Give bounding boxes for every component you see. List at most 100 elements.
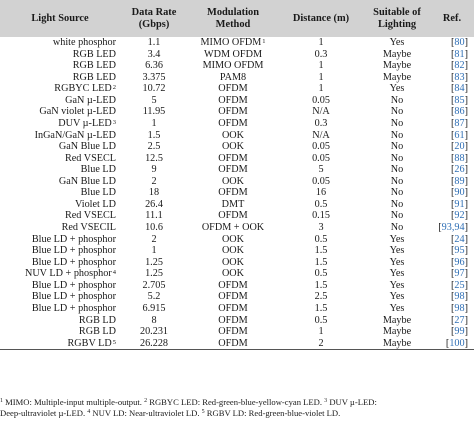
light-source-cell: Blue LD + phosphor — [0, 245, 120, 257]
modulation-cell: OFDM — [188, 164, 278, 176]
footnote-marker: 2 — [112, 84, 116, 92]
reference-link[interactable]: 94 — [454, 222, 465, 233]
distance-cell: 0.5 — [314, 233, 328, 245]
bracket-open: [ — [451, 48, 455, 60]
bracket-close: ] — [464, 210, 468, 222]
reference-link[interactable]: 26 — [454, 164, 465, 176]
reference-link[interactable]: 81 — [454, 48, 465, 60]
light-source-cell: Red VSECL — [0, 153, 120, 165]
light-source-cell: GaN violet µ-LED — [0, 106, 120, 118]
data-rate-cell: 20.231 — [139, 326, 168, 338]
reference-link[interactable]: 86 — [454, 106, 465, 118]
reference-link[interactable]: 82 — [454, 60, 465, 72]
lighting-cell: No — [390, 129, 404, 141]
distance-cell: 0.05 — [312, 94, 330, 106]
reference-link[interactable]: 61 — [454, 129, 465, 141]
reference-link[interactable]: 98 — [454, 302, 465, 314]
bracket-close: ] — [464, 337, 468, 349]
reference-link[interactable]: 91 — [454, 198, 465, 210]
modulation-cell: WDM OFDM — [188, 49, 278, 61]
distance-cell: 1 — [318, 71, 324, 83]
reference-link[interactable]: 80 — [454, 37, 465, 48]
light-source-text: RGB LD — [78, 314, 116, 326]
bracket-close: ] — [464, 233, 468, 245]
modulation-cell: PAM8 — [188, 72, 278, 84]
lighting-cell: No — [390, 117, 404, 129]
reference-cell: [91] — [430, 199, 474, 211]
bracket-open: [ — [451, 129, 455, 141]
bracket-open: [ — [451, 106, 455, 118]
footnote-text: RGBYC LED: Red-green-blue-yellow-cyan LE… — [147, 397, 325, 407]
reference-link[interactable]: 25 — [454, 279, 465, 291]
distance-cell: N/A — [312, 129, 330, 141]
reference-link[interactable]: 89 — [454, 175, 465, 187]
modulation-cell: OFDM — [188, 280, 278, 292]
light-source-cell: GaN µ-LED — [0, 95, 120, 107]
reference-cell: [90] — [430, 187, 474, 199]
bracket-open: [ — [451, 233, 455, 245]
reference-link[interactable]: 93 — [441, 222, 452, 233]
table-row: GaN Blue LD 2 OOK 0.05 No [89] — [0, 176, 474, 188]
footnote-number: 1 — [0, 398, 3, 404]
reference-link[interactable]: 85 — [454, 94, 465, 106]
bracket-close: ] — [464, 222, 468, 233]
modulation-text: OOK — [221, 256, 245, 268]
table-row: Violet LD 26.4 DMT 0.5 No [91] — [0, 199, 474, 211]
reference-link[interactable]: 90 — [454, 187, 465, 199]
bracket-open: [ — [451, 302, 455, 314]
reference-link[interactable]: 96 — [454, 256, 465, 268]
bracket-open: [ — [451, 268, 455, 280]
modulation-cell: OFDM — [188, 210, 278, 222]
data-rate-cell: 1.1 — [147, 37, 161, 48]
data-rate-cell: 3.375 — [142, 71, 166, 83]
reference-link[interactable]: 87 — [454, 117, 465, 129]
light-source-cell: DUV µ-LED3 — [0, 118, 120, 130]
table-row: Blue LD + phosphor 2 OOK 0.5 Yes [24] — [0, 234, 474, 246]
reference-cell: [25] — [430, 280, 474, 292]
modulation-text: PAM8 — [219, 71, 247, 83]
lighting-cell: Maybe — [382, 326, 412, 338]
reference-link[interactable]: 99 — [454, 326, 465, 338]
light-source-text: RGB LED — [72, 48, 116, 60]
data-rate-cell: 5.2 — [147, 291, 161, 303]
modulation-text: MIMO OFDM — [202, 60, 264, 72]
reference-link[interactable]: 92 — [454, 210, 465, 222]
reference-cell: [61] — [430, 130, 474, 142]
light-source-text: Blue LD + phosphor — [31, 233, 116, 245]
reference-cell: [80] — [430, 37, 474, 49]
light-source-text: Red VSECL — [64, 210, 116, 222]
light-source-cell: Blue LD + phosphor — [0, 234, 120, 246]
modulation-text: OFDM — [218, 187, 248, 199]
vlc-comparison-table: Light Source Data Rate (Gbps) Modulation Met… — [0, 0, 474, 351]
bracket-close: ] — [464, 326, 468, 338]
reference-link[interactable]: 88 — [454, 152, 465, 164]
reference-link[interactable]: 24 — [454, 233, 465, 245]
data-rate-cell: 10.72 — [142, 83, 166, 95]
reference-link[interactable]: 27 — [454, 314, 465, 326]
data-rate-cell: 1 — [151, 245, 157, 257]
table-row: Blue LD 9 OFDM 5 No [26] — [0, 164, 474, 176]
table-row: Red VSECIL 10.6 OFDM + OOK 3 No [93,94] — [0, 222, 474, 234]
bracket-open: [ — [451, 187, 455, 199]
bracket-open: [ — [451, 94, 455, 106]
modulation-text: DMT — [221, 198, 245, 210]
bracket-open: [ — [451, 256, 455, 268]
reference-link[interactable]: 95 — [454, 245, 465, 257]
reference-cell: [97] — [430, 268, 474, 280]
reference-link[interactable]: 83 — [454, 71, 465, 83]
modulation-text: OFDM — [218, 326, 248, 338]
data-rate-cell: 1.25 — [145, 256, 163, 268]
bracket-open: [ — [451, 245, 455, 257]
reference-link[interactable]: 98 — [454, 291, 465, 303]
reference-link[interactable]: 84 — [454, 83, 465, 95]
data-rate-cell: 2.705 — [142, 279, 166, 291]
modulation-cell: OFDM + OOK — [188, 222, 278, 234]
data-rate-cell: 5 — [151, 94, 157, 106]
reference-link[interactable]: 20 — [454, 141, 465, 153]
lighting-cell: Yes — [389, 291, 405, 303]
reference-link[interactable]: 97 — [454, 268, 465, 280]
modulation-text: OOK — [221, 268, 245, 280]
modulation-text: OFDM — [218, 106, 248, 118]
light-source-cell: white phosphor — [0, 37, 120, 49]
reference-link[interactable]: 100 — [449, 337, 465, 349]
